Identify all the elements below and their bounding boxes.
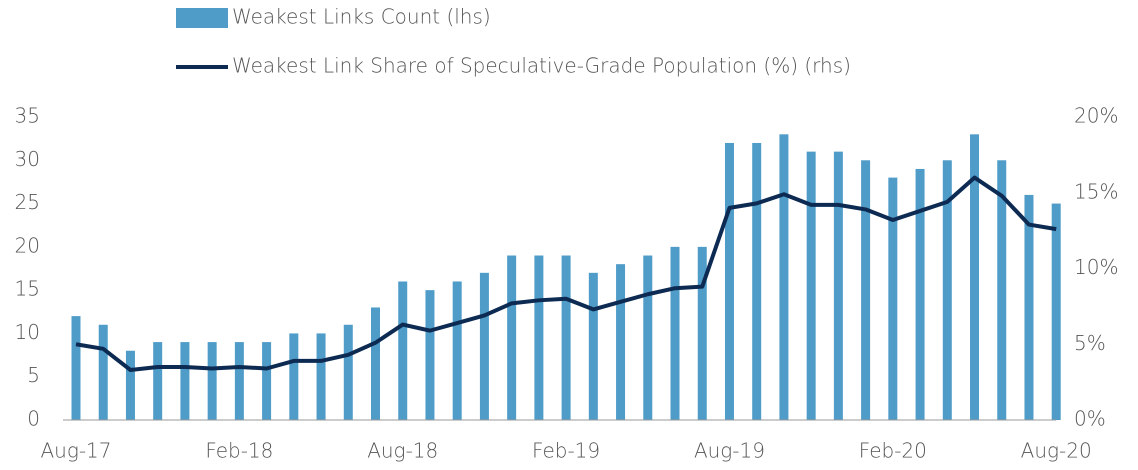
x-tick-label: Aug-19	[694, 439, 765, 463]
y2-tick-label: 15%	[1074, 179, 1118, 203]
x-tick-label: Aug-17	[40, 439, 111, 463]
bar	[643, 255, 653, 420]
bar	[262, 342, 272, 420]
bar	[71, 316, 81, 420]
legend-swatch	[176, 8, 228, 28]
bar	[724, 142, 734, 420]
bar	[125, 350, 135, 420]
y-tick-label: 35	[15, 104, 40, 128]
line	[75, 175, 1057, 373]
y-tick-label: 25	[15, 190, 40, 214]
bar	[479, 272, 489, 420]
y-tick-label: 10	[15, 320, 40, 344]
bar	[752, 142, 762, 420]
bar	[534, 255, 544, 420]
bar	[861, 160, 871, 421]
x-tick-label: Feb-19	[532, 439, 600, 463]
x-tick-label: Feb-18	[205, 439, 273, 463]
y-tick-label: 30	[15, 147, 40, 171]
bar	[234, 342, 244, 420]
x-tick-label: Feb-20	[859, 439, 927, 463]
bar	[507, 255, 517, 420]
bar	[670, 246, 680, 420]
bar	[289, 333, 299, 420]
bar	[888, 177, 898, 420]
bar	[806, 151, 816, 420]
y2-tick-label: 10%	[1074, 255, 1118, 279]
bar	[207, 342, 217, 420]
bar	[425, 290, 435, 420]
bar	[398, 281, 408, 420]
bar	[697, 246, 707, 420]
x-tick-label: Aug-20	[1021, 439, 1092, 463]
legend-label: Weakest Links Count (lhs)	[232, 5, 491, 29]
y-tick-label: 20	[15, 233, 40, 257]
bar	[371, 307, 381, 420]
bar	[452, 281, 462, 420]
bar	[915, 168, 925, 420]
bar	[1024, 194, 1034, 420]
bar	[942, 160, 952, 421]
bar	[1051, 203, 1061, 420]
bar	[98, 324, 108, 420]
bar	[997, 160, 1007, 421]
y-tick-label: 0	[27, 407, 40, 431]
bar	[343, 324, 353, 420]
bar	[588, 272, 598, 420]
bar	[316, 333, 326, 420]
y-tick-label: 15	[15, 277, 40, 301]
x-tick-label: Aug-18	[367, 439, 438, 463]
y2-tick-label: 0%	[1074, 407, 1106, 431]
y-tick-label: 5	[27, 363, 40, 387]
bar	[561, 255, 571, 420]
bar	[616, 264, 626, 420]
bar	[833, 151, 843, 420]
bar	[779, 134, 789, 421]
y2-tick-label: 20%	[1074, 104, 1118, 128]
bar	[970, 134, 980, 421]
y2-tick-label: 5%	[1074, 331, 1106, 355]
legend-label: Weakest Link Share of Speculative-Grade …	[232, 54, 851, 78]
bar	[153, 342, 163, 420]
bar	[180, 342, 190, 420]
